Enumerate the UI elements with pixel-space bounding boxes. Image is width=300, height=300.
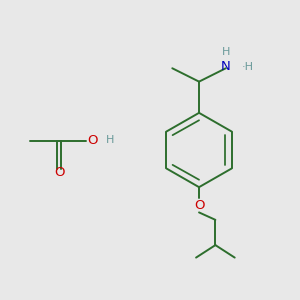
Text: O: O xyxy=(54,167,64,179)
Text: O: O xyxy=(88,134,98,147)
Text: H: H xyxy=(222,47,230,57)
Text: O: O xyxy=(194,199,204,212)
Text: ·H: ·H xyxy=(242,62,254,72)
Text: N: N xyxy=(221,60,231,73)
Text: H: H xyxy=(105,135,114,145)
